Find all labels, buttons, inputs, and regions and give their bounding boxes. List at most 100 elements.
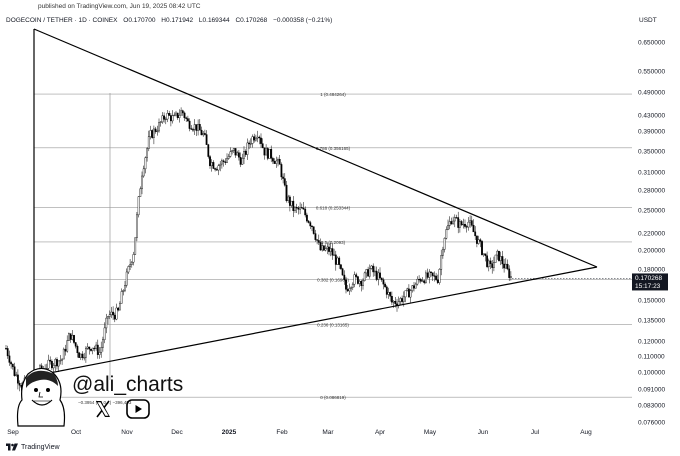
candle-body (57, 360, 60, 367)
candle-body (472, 225, 475, 233)
ohlc-close: C0.170268 (235, 17, 268, 24)
candle-body (459, 221, 461, 228)
candle-body (389, 292, 392, 297)
candle-body (195, 124, 198, 131)
candle-body (477, 239, 480, 244)
candle-body (11, 363, 14, 367)
candle-body (149, 130, 152, 137)
candle-body (200, 129, 203, 136)
candle-body (467, 221, 470, 228)
y-tick-label: 0.650000 (638, 40, 665, 47)
x-tick-label: Mar (322, 429, 334, 436)
candle-body (443, 238, 446, 250)
x-logo-icon[interactable] (94, 400, 112, 418)
footer-brand[interactable]: TradingView (21, 443, 60, 451)
candle-body (73, 335, 75, 343)
candle-body (326, 246, 329, 249)
symbol-name[interactable]: DOGECOIN / TETHER · 1D · COINEX (6, 17, 118, 24)
x-tick-label: Aug (580, 429, 592, 436)
candle-body (51, 361, 53, 369)
candle-body (510, 276, 512, 278)
candle-body (232, 148, 235, 151)
candle-body (476, 235, 478, 244)
x-tick-label: Feb (276, 429, 288, 436)
candle-body (105, 317, 108, 329)
candle-body (452, 220, 454, 225)
upper-trendline[interactable] (33, 28, 598, 268)
candle-body (496, 250, 499, 256)
candle-body (83, 357, 86, 359)
candle-body (261, 143, 264, 148)
candle-body (300, 207, 303, 209)
candle-body (15, 374, 18, 376)
youtube-icon[interactable] (126, 399, 150, 419)
lower-trendline[interactable] (33, 266, 598, 377)
candle-body (175, 112, 177, 116)
candle-body (374, 270, 376, 273)
candle-body (237, 152, 240, 158)
candle-body (469, 220, 471, 223)
y-tick-label: 0.280000 (638, 188, 665, 195)
candle-body (118, 303, 121, 311)
candle-body (220, 160, 223, 165)
candle-body (363, 272, 366, 281)
candle-body (270, 149, 273, 159)
candle-body (362, 280, 364, 286)
candle-body (470, 220, 473, 226)
candle-body (384, 283, 386, 288)
candle-body (69, 333, 72, 340)
candle-body (244, 151, 247, 155)
candle-body (329, 248, 332, 252)
currency-label[interactable]: USDT (639, 17, 657, 24)
candle-body (171, 115, 174, 122)
candle-body (436, 279, 439, 283)
candle-body (494, 254, 497, 263)
candle-body (84, 348, 87, 358)
last-price-tag[interactable] (632, 273, 668, 291)
x-tick-label: Apr (375, 429, 386, 436)
candle-body (205, 134, 208, 145)
candle-body (103, 327, 106, 340)
candle-body (435, 275, 437, 280)
candle-body (163, 115, 165, 120)
candle-body (265, 148, 267, 156)
candle-body (338, 257, 341, 265)
candle-body (340, 264, 342, 269)
candle-body (219, 163, 222, 166)
candle-body (217, 165, 220, 171)
symbol-header: DOGECOIN / TETHER · 1D · COINEX O0.17070… (6, 17, 336, 24)
candle-body (357, 276, 359, 284)
candle-body (479, 239, 482, 242)
candle-body (460, 221, 463, 225)
author-handle: @ali_charts (72, 373, 184, 396)
y-tick-label: 0.091000 (638, 387, 665, 394)
candle-body (214, 168, 216, 170)
candle-body (147, 136, 150, 149)
candle-body (336, 257, 339, 265)
candle-body (442, 249, 444, 256)
ohlc-change: −0.000358 (−0.21%) (273, 17, 333, 24)
candle-body (113, 314, 116, 320)
candle-body (152, 128, 155, 138)
y-tick-label: 0.100000 (638, 370, 665, 377)
y-tick-label: 0.220000 (638, 231, 665, 238)
candle-body (447, 225, 449, 230)
candle-body (173, 114, 176, 117)
y-tick-label: 0.110000 (638, 354, 665, 361)
x-tick-label: Jul (531, 429, 540, 436)
candle-body (314, 233, 317, 240)
candle-body (59, 359, 62, 362)
candle-body (209, 156, 211, 167)
candle-body (323, 245, 325, 251)
candle-body (481, 241, 483, 255)
y-tick-label: 0.200000 (638, 248, 665, 255)
candle-body (253, 136, 256, 141)
candle-body (54, 359, 57, 366)
candle-body (169, 115, 172, 122)
candle-body (132, 254, 135, 263)
candle-body (161, 115, 164, 123)
candle-body (375, 270, 378, 280)
x-tick-label: Nov (121, 429, 133, 436)
candle-body (185, 117, 188, 119)
